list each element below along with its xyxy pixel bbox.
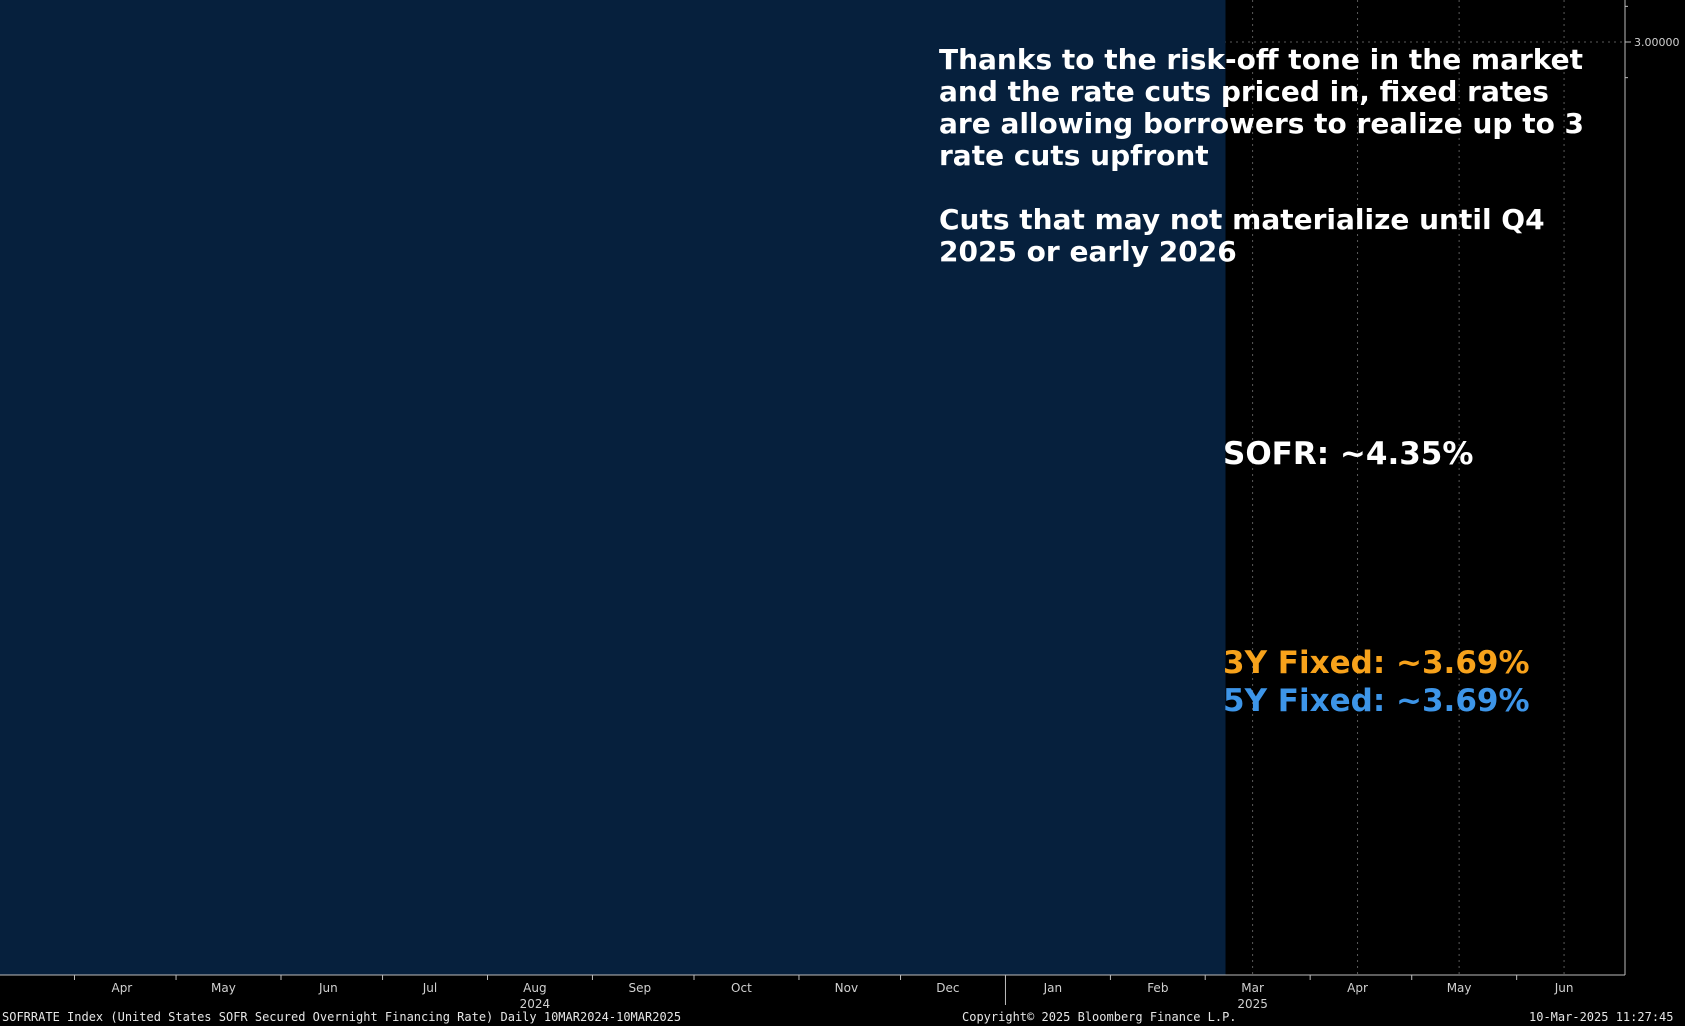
x-tick-label: Jan [1043,981,1063,995]
commentary-line-1: Thanks to the risk-off tone in the marke… [939,43,1584,76]
x-tick-label: Mar [1241,981,1264,995]
x-year-label: 2025 [1237,997,1268,1011]
commentary-text: Thanks to the risk-off tone in the marke… [939,44,1639,268]
x-tick-label: Apr [111,981,132,995]
commentary-line-6: 2025 or early 2026 [939,235,1237,268]
sofr-area-fill [0,0,1226,975]
commentary-line-2: and the rate cuts priced in, fixed rates [939,75,1549,108]
x-tick-label: May [1447,981,1472,995]
commentary-line-5: Cuts that may not materialize until Q4 [939,203,1545,236]
x-tick-label: Apr [1347,981,1368,995]
footer-timestamp: 10-Mar-2025 11:27:45 [1529,1010,1674,1024]
footer-source: SOFRRATE Index (United States SOFR Secur… [2,1010,682,1024]
x-tick-label: Nov [835,981,858,995]
fixed-3y-label: 3Y Fixed: ~3.69% [1223,645,1530,681]
commentary-line-4: rate cuts upfront [939,139,1209,172]
footer-copyright: Copyright© 2025 Bloomberg Finance L.P. [962,1010,1237,1024]
series-layer [0,0,1226,975]
x-tick-label: Feb [1147,981,1168,995]
fixed-5y-label: 5Y Fixed: ~3.69% [1223,683,1530,719]
x-tick-label: Jul [422,981,437,995]
y-tick-label: 3.00000 [1634,36,1680,49]
x-tick-label: Jun [1554,981,1574,995]
sofr-label: SOFR: ~4.35% [1223,436,1474,472]
x-year-label: 2024 [520,997,551,1011]
x-tick-label: Oct [731,981,752,995]
x-tick-label: Dec [936,981,959,995]
x-tick-label: Sep [629,981,652,995]
x-tick-label: May [211,981,236,995]
commentary-line-3: are allowing borrowers to realize up to … [939,107,1585,140]
x-tick-label: Jun [318,981,338,995]
x-tick-label: Aug [523,981,546,995]
